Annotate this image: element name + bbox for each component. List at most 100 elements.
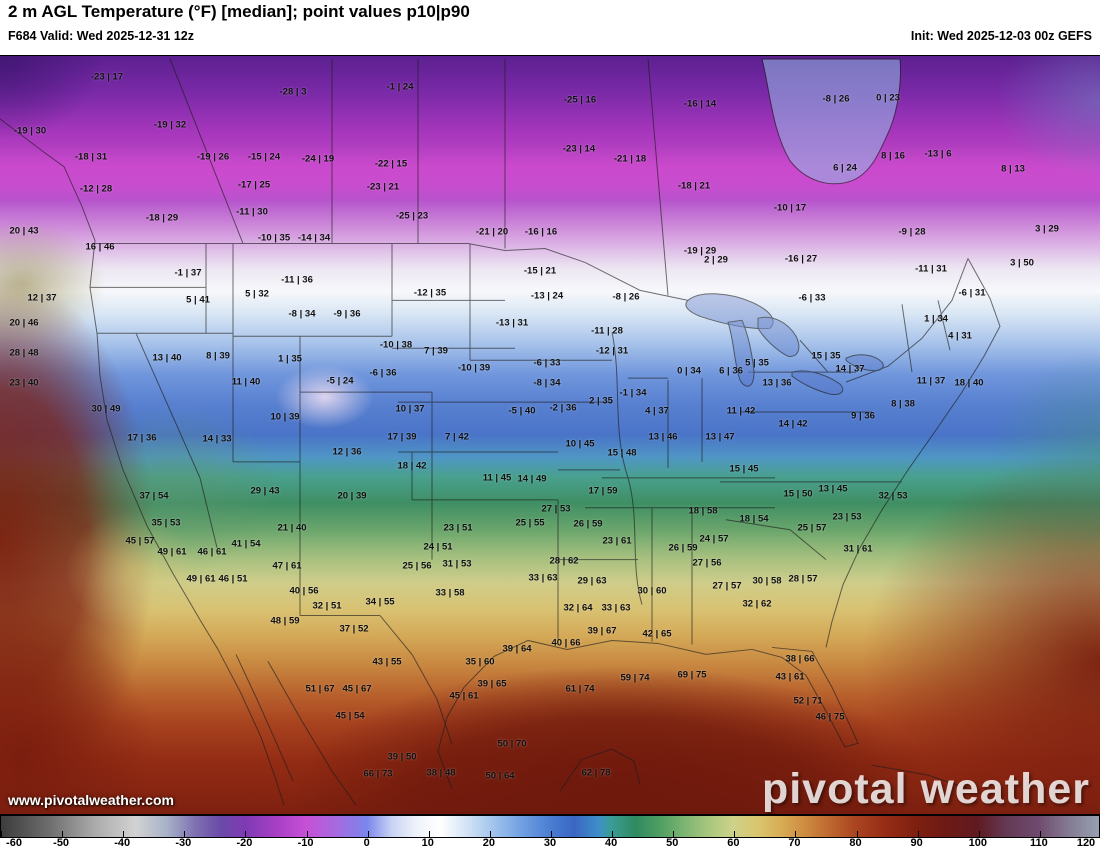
point-value-label: 5 | 32 <box>245 288 269 300</box>
state-borders-south <box>558 469 827 645</box>
point-value-label: -21 | 20 <box>475 226 509 238</box>
point-value-label: 25 | 57 <box>797 522 827 534</box>
point-value-label: 9 | 36 <box>851 410 875 422</box>
point-value-label: 17 | 36 <box>127 432 157 444</box>
tick-mark <box>795 831 797 837</box>
point-value-label: 10 | 45 <box>565 438 595 450</box>
point-value-label: 25 | 56 <box>402 560 432 572</box>
point-value-label: 11 | 40 <box>231 376 261 388</box>
point-value-label: 15 | 45 <box>729 463 759 475</box>
point-value-label: 23 | 40 <box>9 377 39 389</box>
tick-mark <box>978 831 980 837</box>
point-value-label: -16 | 16 <box>524 226 558 238</box>
point-value-label: 31 | 61 <box>843 543 873 555</box>
point-value-label: -1 | 34 <box>619 387 647 399</box>
point-value-label: -19 | 29 <box>683 245 717 257</box>
weather-map: -23 | 17 -28 | 3 -1 | 24 -25 | 16 -16 | 14 -8… <box>0 55 1100 815</box>
point-value-label: 20 | 46 <box>9 317 39 329</box>
point-value-label: 18 | 40 <box>954 377 984 389</box>
point-value-label: -11 | 30 <box>236 206 268 218</box>
tick-label: 100 <box>968 837 987 849</box>
point-value-label: -22 | 15 <box>374 158 408 170</box>
tick-label: 0 <box>363 837 370 849</box>
point-value-label: -13 | 6 <box>924 148 952 160</box>
province-borders <box>169 58 669 296</box>
tick-mark <box>612 831 614 837</box>
point-value-label: 18 | 42 <box>397 460 427 472</box>
point-value-label: 33 | 58 <box>435 587 465 599</box>
point-value-label: 61 | 74 <box>565 683 595 695</box>
point-value-label: -11 | 31 <box>915 263 947 275</box>
point-value-label: 43 | 61 <box>775 671 805 683</box>
point-value-label: 43 | 55 <box>372 656 402 668</box>
point-value-label: 5 | 41 <box>186 294 210 306</box>
point-value-label: 20 | 39 <box>337 490 367 502</box>
point-value-label: 49 | 61 <box>186 573 216 585</box>
point-value-label: -23 | 14 <box>562 143 596 155</box>
point-value-label: 11 | 45 <box>482 472 512 484</box>
point-value-label: -12 | 31 <box>595 345 629 357</box>
valid-time-label: F684 Valid: Wed 2025-12-31 12z <box>8 29 194 43</box>
point-value-label: 32 | 53 <box>878 490 908 502</box>
point-value-label: 66 | 73 <box>363 768 393 780</box>
tick-mark <box>551 831 552 837</box>
point-value-label: -8 | 26 <box>612 291 640 303</box>
point-value-label: 21 | 40 <box>277 522 307 534</box>
point-value-label: 34 | 55 <box>365 596 395 608</box>
point-value-label: -10 | 17 <box>773 202 807 214</box>
point-value-label: -6 | 33 <box>533 357 561 369</box>
point-value-label: -18 | 31 <box>74 151 108 163</box>
point-value-label: 24 | 51 <box>423 541 453 553</box>
tick-label: 120 <box>1076 837 1096 849</box>
tick-label: -20 <box>236 837 253 849</box>
tick-mark <box>367 831 369 837</box>
point-value-label: -10 | 38 <box>379 339 413 351</box>
point-value-label: 35 | 53 <box>151 517 181 529</box>
point-value-label: -1 | 37 <box>174 267 202 279</box>
point-value-label: 25 | 55 <box>515 517 545 529</box>
point-value-label: -28 | 3 <box>279 86 307 98</box>
temperature-field <box>0 56 1100 814</box>
tick-label: 80 <box>849 837 862 849</box>
point-value-label: 32 | 62 <box>742 598 772 610</box>
point-value-label: 17 | 39 <box>387 431 417 443</box>
point-value-label: 30 | 49 <box>91 403 121 415</box>
point-value-label: 51 | 67 <box>305 683 335 695</box>
point-value-label: 3 | 29 <box>1035 223 1059 235</box>
tick-mark <box>184 831 186 837</box>
point-value-label: 2 | 29 <box>704 254 728 266</box>
point-value-label: 29 | 63 <box>577 575 607 587</box>
colorbar <box>0 815 1100 838</box>
header-subline: F684 Valid: Wed 2025-12-31 12z Init: Wed… <box>8 29 1092 43</box>
point-value-label: 18 | 54 <box>739 513 769 525</box>
tick-label: 30 <box>543 837 557 849</box>
point-value-label: 7 | 39 <box>424 345 448 357</box>
us-canada-border <box>92 243 969 383</box>
tick-mark <box>1 831 2 837</box>
point-value-label: 23 | 53 <box>832 511 862 523</box>
point-value-label: -23 | 21 <box>366 181 400 193</box>
baja-coastline <box>217 649 357 806</box>
yucatan-coastline <box>559 748 641 792</box>
point-value-label: 45 | 67 <box>342 683 372 695</box>
point-value-label: 27 | 56 <box>692 557 722 569</box>
init-time-label: Init: Wed 2025-12-03 00z GEFS <box>910 29 1092 43</box>
point-value-label: 47 | 61 <box>272 560 302 572</box>
point-value-label: 6 | 24 <box>833 162 857 174</box>
lake-erie <box>791 370 844 395</box>
point-value-label: -5 | 24 <box>326 375 354 387</box>
point-value-label: 14 | 42 <box>778 418 808 430</box>
tick-mark <box>62 831 64 837</box>
tick-label: -10 <box>297 837 314 849</box>
point-value-label: -11 | 36 <box>281 274 313 286</box>
site-watermark: www.pivotalweather.com <box>8 792 174 808</box>
point-value-label: 4 | 31 <box>948 330 972 342</box>
tick-label: -30 <box>175 837 192 849</box>
tick-label: 50 <box>666 837 679 849</box>
point-value-label: 8 | 38 <box>891 398 915 410</box>
point-value-label: 38 | 66 <box>785 653 815 665</box>
tick-mark <box>489 831 491 837</box>
point-value-label: 8 | 13 <box>1001 163 1025 175</box>
point-value-label: 13 | 47 <box>705 431 735 443</box>
brand-watermark: pivotal weather <box>761 765 1090 813</box>
